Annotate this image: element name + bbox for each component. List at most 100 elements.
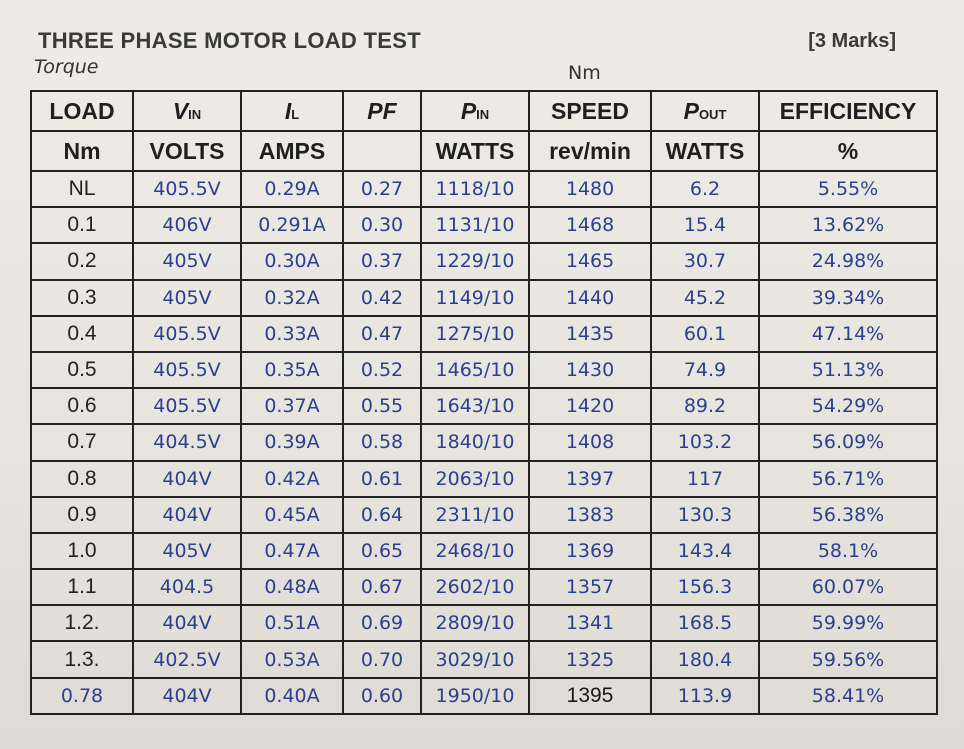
cell-load: 0.4 [30,314,134,353]
table-row: 0.9 404V 0.45A 0.64 2311/10 1383 130.3 56.38% [30,495,938,534]
cell-p-out: 89.2 [650,387,760,426]
cell-efficiency: 58.1% [758,531,938,571]
cell-efficiency: 39.34% [758,278,938,317]
cell-amps: 0.53A [240,640,344,679]
cell-p-in: 1950/10 [420,676,530,715]
cell-pf: 0.65 [342,531,422,571]
cell-pf: 0.70 [342,640,422,679]
cell-volts: 405.5V [132,350,242,390]
cell-volts: 405V [132,531,242,571]
cell-efficiency: 56.71% [758,459,938,498]
cell-load: 1.2. [30,604,134,643]
cell-load: 0.6 [30,387,134,426]
cell-load: 0.78 [30,676,134,715]
cell-p-out: 180.4 [650,640,760,679]
nm-handwritten-note: Nm [568,62,601,84]
cell-amps: 0.33A [240,314,344,353]
cell-p-in: 2809/10 [420,604,530,643]
cell-volts: 405.5V [132,169,242,209]
unit-rev-min: rev/min [528,130,652,172]
cell-efficiency: 60.07% [758,568,938,607]
cell-volts: 405V [132,242,242,281]
unit-watts-in: WATTS [420,130,530,172]
cell-load: 1.0 [30,531,134,571]
cell-efficiency: 24.98% [758,242,938,281]
header-speed: SPEED [528,90,652,132]
cell-p-out: 130.3 [650,495,760,534]
cell-pf: 0.30 [342,206,422,245]
cell-p-in: 1118/10 [420,169,530,209]
cell-speed: 1465 [528,242,652,281]
cell-volts: 404V [132,459,242,498]
table-row: 0.78 404V 0.40A 0.60 1950/10 1395 113.9 58.41% [30,676,938,715]
cell-volts: 406V [132,206,242,245]
cell-efficiency: 47.14% [758,314,938,353]
cell-p-in: 1465/10 [420,350,530,390]
cell-speed: 1430 [528,350,652,390]
cell-p-out: 143.4 [650,531,760,571]
marks-label: [3 Marks] [808,30,896,52]
table-row: 1.1 404.5 0.48A 0.67 2602/10 1357 156.3 60.07% [30,568,938,607]
cell-speed: 1383 [528,495,652,534]
unit-watts-out: WATTS [650,130,760,172]
cell-pf: 0.64 [342,495,422,534]
torque-handwritten-note: Torque [34,56,99,78]
header-vin: VIN [132,90,242,132]
cell-efficiency: 58.41% [758,676,938,715]
page-title: THREE PHASE MOTOR LOAD TEST [38,28,421,53]
cell-amps: 0.39A [240,423,344,462]
cell-pf: 0.55 [342,387,422,426]
cell-load: 1.1 [30,568,134,607]
cell-load: NL [30,169,134,209]
cell-volts: 404V [132,676,242,715]
cell-amps: 0.48A [240,568,344,607]
header-pout: POUT [650,90,760,132]
cell-speed: 1397 [528,459,652,498]
header-row-units: Nm VOLTS AMPS WATTS rev/min WATTS % [30,130,938,172]
cell-amps: 0.35A [240,350,344,390]
cell-amps: 0.40A [240,676,344,715]
header-pin: PIN [420,90,530,132]
unit-pf [342,130,422,172]
cell-efficiency: 56.38% [758,495,938,534]
cell-load: 0.2 [30,242,134,281]
cell-p-in: 2063/10 [420,459,530,498]
cell-volts: 404V [132,604,242,643]
cell-efficiency: 59.99% [758,604,938,643]
cell-pf: 0.47 [342,314,422,353]
cell-volts: 404.5 [132,568,242,607]
cell-pf: 0.58 [342,423,422,462]
cell-p-out: 60.1 [650,314,760,353]
cell-p-in: 1131/10 [420,206,530,245]
table-row: 1.3. 402.5V 0.53A 0.70 3029/10 1325 180.4 59.56… [30,640,938,679]
cell-pf: 0.27 [342,169,422,209]
cell-speed: 1468 [528,206,652,245]
load-test-table: LOAD VIN IL PF PIN SPEED POUT EFFICIENCY… [30,90,938,715]
cell-pf: 0.67 [342,568,422,607]
cell-p-in: 2602/10 [420,568,530,607]
cell-speed: 1341 [528,604,652,643]
cell-efficiency: 59.56% [758,640,938,679]
table-row: 1.0 405V 0.47A 0.65 2468/10 1369 143.4 58.1% [30,531,938,571]
cell-pf: 0.69 [342,604,422,643]
cell-efficiency: 5.55% [758,169,938,209]
cell-efficiency: 13.62% [758,206,938,245]
cell-p-in: 1275/10 [420,314,530,353]
cell-speed: 1357 [528,568,652,607]
cell-volts: 404V [132,495,242,534]
cell-p-out: 74.9 [650,350,760,390]
cell-p-out: 30.7 [650,242,760,281]
cell-p-out: 117 [650,459,760,498]
table-row: 0.2 405V 0.30A 0.37 1229/10 1465 30.7 24.98% [30,242,938,281]
cell-p-in: 3029/10 [420,640,530,679]
cell-load: 0.8 [30,459,134,498]
cell-load: 1.3. [30,640,134,679]
cell-volts: 405V [132,278,242,317]
table-row: NL 405.5V 0.29A 0.27 1118/10 1480 6.2 5.55% [30,169,938,209]
cell-load: 0.7 [30,423,134,462]
cell-p-in: 1149/10 [420,278,530,317]
cell-amps: 0.47A [240,531,344,571]
cell-volts: 404.5V [132,423,242,462]
table-row: 0.6 405.5V 0.37A 0.55 1643/10 1420 89.2 54.29% [30,387,938,426]
cell-volts: 405.5V [132,387,242,426]
